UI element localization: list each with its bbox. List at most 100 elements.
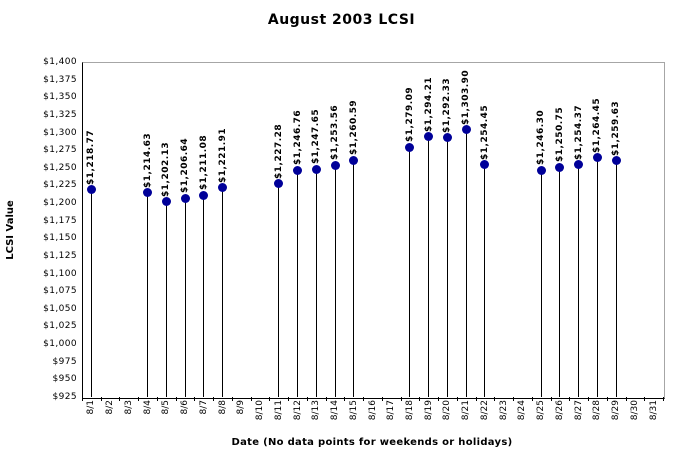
y-tick-label: $1,350 bbox=[43, 92, 77, 103]
data-point-label: $1,250.75 bbox=[554, 107, 565, 163]
x-axis-tick bbox=[419, 397, 421, 401]
data-point-label: $1,303.90 bbox=[461, 69, 472, 125]
y-tick-label: $1,075 bbox=[43, 286, 77, 297]
data-point-stem bbox=[559, 167, 561, 397]
x-axis-tick bbox=[475, 397, 477, 401]
y-tick-label: $1,300 bbox=[43, 127, 77, 138]
x-axis-tick bbox=[400, 397, 402, 401]
x-axis-tick bbox=[363, 397, 365, 401]
x-axis-tick bbox=[231, 397, 233, 401]
x-axis-tick bbox=[82, 397, 83, 401]
data-point-stem bbox=[578, 164, 580, 397]
data-point-stem bbox=[90, 189, 92, 397]
data-point-label: $1,246.30 bbox=[536, 110, 547, 166]
x-axis-tick bbox=[513, 397, 515, 401]
x-axis-tick bbox=[644, 397, 646, 401]
data-point-marker bbox=[330, 160, 340, 170]
x-tick-label: 8/17 bbox=[386, 400, 397, 421]
data-point-label: $1,246.76 bbox=[292, 109, 303, 166]
y-tick-label: $1,200 bbox=[43, 198, 77, 209]
x-tick-label: 8/16 bbox=[367, 400, 378, 421]
data-point-marker bbox=[218, 183, 228, 193]
x-tick-label: 8/20 bbox=[442, 400, 453, 421]
x-tick-label: 8/1 bbox=[86, 400, 97, 415]
x-tick-label: 8/5 bbox=[161, 400, 172, 415]
x-tick-label: 8/7 bbox=[198, 400, 209, 415]
x-axis-tick bbox=[344, 397, 346, 401]
data-point-stem bbox=[334, 165, 336, 397]
data-point-stem bbox=[540, 170, 542, 397]
data-point-label: $1,211.08 bbox=[198, 135, 209, 191]
x-tick-label: 8/2 bbox=[105, 400, 116, 415]
x-axis-title: Date (No data points for weekends or hol… bbox=[231, 437, 513, 448]
y-tick-label: $1,025 bbox=[43, 321, 77, 332]
x-axis-tick bbox=[494, 397, 496, 401]
x-tick-label: 8/27 bbox=[573, 400, 584, 421]
data-point-marker bbox=[293, 165, 303, 175]
x-axis-tick bbox=[250, 397, 252, 401]
data-point-stem bbox=[484, 164, 486, 397]
data-point-marker bbox=[311, 164, 321, 174]
x-axis-tick bbox=[325, 397, 327, 401]
data-point-marker bbox=[574, 160, 584, 170]
data-point-marker bbox=[424, 132, 434, 142]
data-point-stem bbox=[297, 170, 299, 397]
y-tick-label: $1,050 bbox=[43, 303, 77, 314]
x-tick-label: 8/3 bbox=[123, 400, 134, 415]
x-axis-tick bbox=[625, 397, 627, 401]
data-point-marker bbox=[405, 142, 415, 152]
x-tick-label: 8/4 bbox=[142, 400, 153, 415]
x-tick-label: 8/13 bbox=[311, 400, 322, 421]
x-axis-tick bbox=[550, 397, 552, 401]
y-tick-label: $1,150 bbox=[43, 233, 77, 244]
x-tick-label: 8/30 bbox=[629, 400, 640, 421]
data-point-label: $1,264.45 bbox=[592, 97, 603, 153]
data-point-marker bbox=[274, 179, 284, 189]
plot-area bbox=[82, 62, 665, 399]
x-tick-label: 8/10 bbox=[255, 400, 266, 421]
x-axis-tick bbox=[269, 397, 271, 401]
data-point-stem bbox=[315, 169, 317, 397]
y-tick-label: $925 bbox=[52, 392, 77, 402]
data-point-label: $1,247.65 bbox=[311, 109, 322, 165]
data-point-stem bbox=[596, 157, 598, 397]
data-point-marker bbox=[555, 162, 565, 172]
data-point-stem bbox=[615, 160, 617, 397]
data-point-label: $1,221.91 bbox=[217, 127, 228, 183]
x-axis-tick bbox=[456, 397, 458, 401]
x-axis-tick bbox=[381, 397, 383, 401]
data-point-stem bbox=[222, 187, 224, 397]
y-tick-label: $1,225 bbox=[43, 180, 77, 191]
data-point-marker bbox=[349, 155, 359, 165]
data-point-label: $1,218.77 bbox=[86, 129, 97, 185]
x-axis-tick bbox=[288, 397, 290, 401]
data-point-label: $1,279.09 bbox=[404, 87, 415, 143]
data-point-marker bbox=[480, 160, 490, 170]
data-point-marker bbox=[86, 185, 96, 195]
data-point-marker bbox=[442, 133, 452, 143]
data-point-stem bbox=[446, 137, 448, 397]
data-point-label: $1,260.59 bbox=[348, 100, 359, 156]
x-tick-label: 8/15 bbox=[348, 400, 359, 421]
x-tick-label: 8/14 bbox=[330, 400, 341, 421]
data-point-label: $1,292.33 bbox=[442, 77, 453, 133]
y-tick-label: $1,000 bbox=[43, 339, 77, 350]
data-point-marker bbox=[592, 153, 602, 163]
x-tick-label: 8/18 bbox=[404, 400, 415, 421]
y-tick-label: $975 bbox=[52, 356, 77, 367]
data-point-stem bbox=[278, 183, 280, 397]
chart-title: August 2003 LCSI bbox=[267, 12, 416, 28]
data-point-label: $1,254.45 bbox=[479, 104, 490, 160]
y-tick-label: $1,400 bbox=[43, 57, 77, 67]
y-axis-title: LCSI Value bbox=[5, 200, 16, 260]
x-axis-tick bbox=[438, 397, 440, 401]
x-tick-label: 8/28 bbox=[592, 400, 603, 421]
x-axis-tick bbox=[119, 397, 121, 401]
y-tick-label: $1,275 bbox=[43, 145, 77, 156]
x-axis-tick bbox=[138, 397, 140, 401]
y-tick-label: $1,125 bbox=[43, 250, 77, 261]
x-tick-label: 8/9 bbox=[236, 400, 247, 415]
x-tick-label: 8/19 bbox=[423, 400, 434, 421]
data-point-label: $1,214.63 bbox=[142, 132, 153, 188]
data-point-marker bbox=[461, 125, 471, 135]
